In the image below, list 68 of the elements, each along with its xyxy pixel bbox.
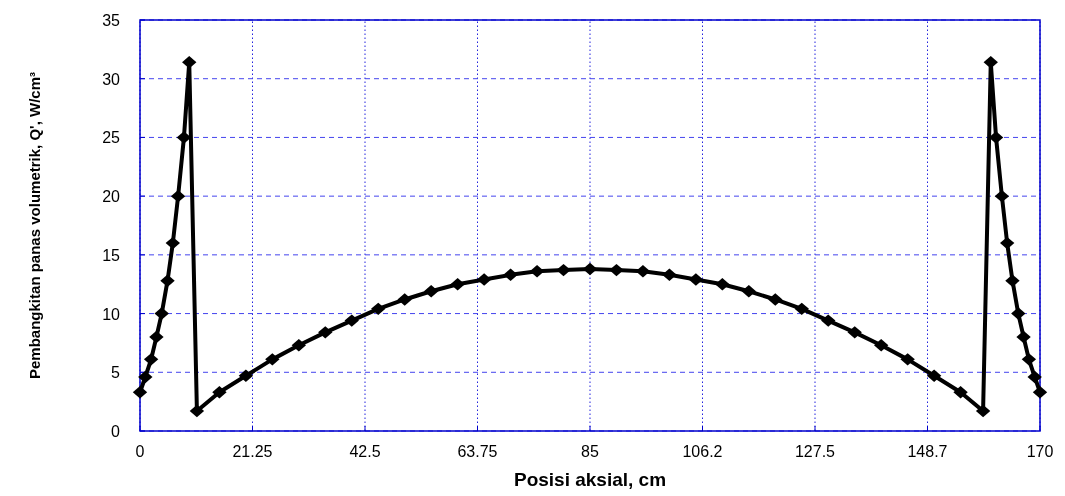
point xyxy=(238,369,254,383)
y-tick-label: 0 xyxy=(111,423,121,440)
point xyxy=(1011,307,1026,320)
x-axis-title: Posisi aksial, cm xyxy=(513,469,667,490)
point xyxy=(1005,274,1020,287)
point xyxy=(926,369,942,383)
point xyxy=(450,277,465,291)
point xyxy=(529,265,545,278)
x-tick-label: 21.25 xyxy=(232,443,273,460)
point xyxy=(160,274,175,287)
point xyxy=(975,404,991,418)
point xyxy=(688,273,704,286)
point xyxy=(1027,370,1042,384)
point xyxy=(1016,330,1031,344)
point xyxy=(983,56,998,69)
point xyxy=(768,293,783,306)
point xyxy=(318,326,333,339)
point xyxy=(138,370,153,384)
y-tick-label: 20 xyxy=(102,188,121,206)
point xyxy=(476,273,492,286)
point xyxy=(143,353,159,366)
point xyxy=(182,56,197,69)
x-tick-label: 63.75 xyxy=(457,443,498,460)
point xyxy=(170,189,186,203)
point xyxy=(503,268,518,282)
point xyxy=(994,189,1010,203)
y-tick-label: 5 xyxy=(111,364,121,382)
point xyxy=(999,236,1015,250)
point xyxy=(291,339,307,352)
point xyxy=(1021,353,1037,366)
point xyxy=(953,386,968,399)
y-tick-label: 10 xyxy=(102,305,121,323)
point xyxy=(344,314,359,327)
point xyxy=(635,265,651,278)
point xyxy=(900,353,915,366)
point xyxy=(132,386,148,399)
y-tick-label: 30 xyxy=(102,70,121,88)
point xyxy=(609,263,624,277)
y-tick-label: 25 xyxy=(102,129,121,147)
point xyxy=(582,262,598,276)
x-tick-label: 148.7 xyxy=(907,443,948,460)
point xyxy=(189,404,205,418)
point xyxy=(662,268,677,282)
point xyxy=(741,285,757,298)
point xyxy=(265,353,280,366)
y-tick-label: 15 xyxy=(102,246,121,264)
point xyxy=(873,339,889,352)
point xyxy=(371,302,386,316)
point xyxy=(149,330,164,344)
x-tick-label: 127.5 xyxy=(794,443,836,460)
point xyxy=(556,263,571,277)
y-tick-label: 35 xyxy=(102,12,121,29)
point xyxy=(1032,386,1048,399)
x-tick-label: 106.2 xyxy=(682,443,723,460)
point xyxy=(397,293,412,306)
point xyxy=(847,326,862,339)
point xyxy=(423,285,439,298)
point xyxy=(821,314,836,327)
x-tick-label: 170 xyxy=(1026,443,1054,460)
point xyxy=(212,386,227,399)
point xyxy=(715,277,730,291)
y-axis-title: Pembangkitan panas volumetrik, Q', W/cm³ xyxy=(26,72,43,379)
x-tick-label: 85 xyxy=(581,443,599,460)
x-tick-label: 0 xyxy=(135,443,145,460)
point xyxy=(794,302,809,316)
point xyxy=(154,307,169,320)
point xyxy=(165,236,181,250)
x-tick-label: 42.5 xyxy=(349,443,381,460)
